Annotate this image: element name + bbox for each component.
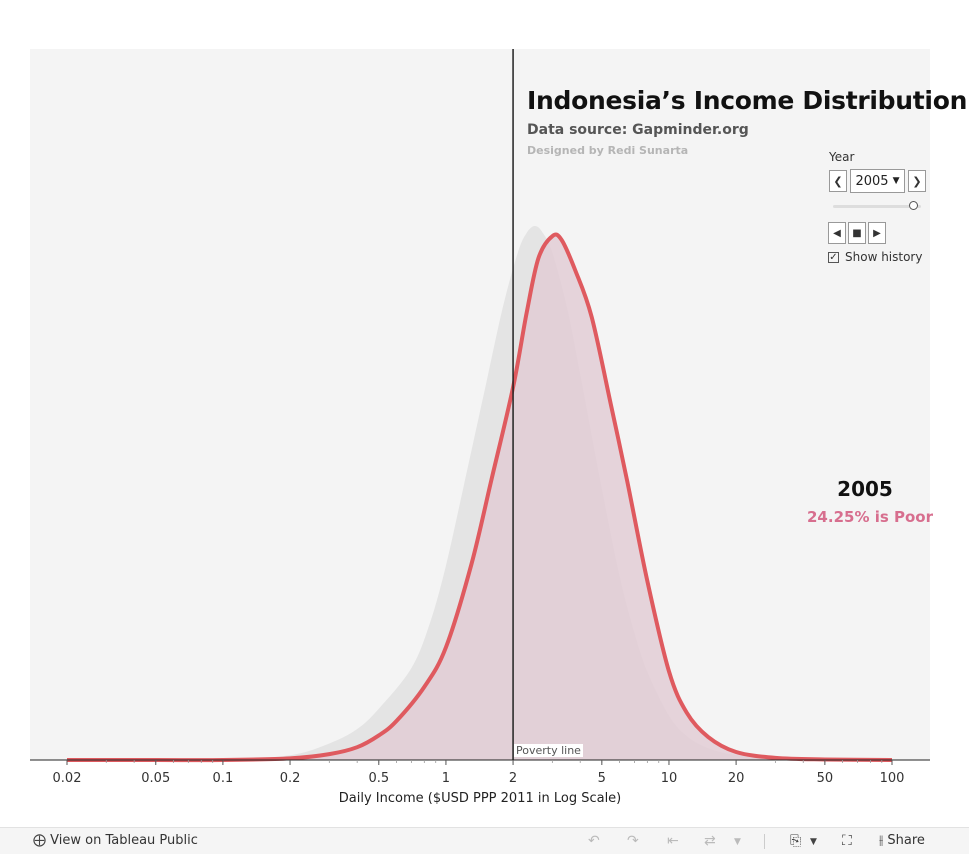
- share-label: Share: [887, 833, 925, 848]
- current-distribution-line: [66, 232, 893, 763]
- tableau-logo-icon: ⨁: [33, 833, 46, 848]
- show-history-checkbox[interactable]: ✓: [828, 251, 839, 263]
- view-on-tableau-link[interactable]: ⨁ View on Tableau Public: [33, 833, 198, 848]
- refresh-dropdown-icon[interactable]: ▼: [734, 837, 741, 847]
- summary-year: 2005: [837, 477, 893, 501]
- year-slider-handle[interactable]: [909, 201, 919, 210]
- download-icon[interactable]: ⎘: [790, 833, 802, 849]
- series-layer: [66, 225, 893, 763]
- show-history-toggle[interactable]: ✓ Show history: [828, 250, 922, 264]
- fullscreen-icon[interactable]: ⛶: [842, 833, 852, 849]
- revert-icon[interactable]: ⇤: [667, 833, 679, 849]
- history-distribution-area: [67, 225, 892, 761]
- year-select-value: 2005: [855, 173, 889, 189]
- x-tick-label: 50: [817, 771, 834, 786]
- x-tick-label: 0.1: [213, 771, 234, 786]
- x-tick-label: 0.2: [280, 771, 301, 786]
- stop-button[interactable]: ■: [848, 222, 866, 244]
- show-history-label: Show history: [845, 250, 923, 264]
- x-tick-label: 0.5: [368, 771, 389, 786]
- chevron-right-icon: ❯: [912, 174, 922, 188]
- play-backward-icon: ◀: [833, 227, 841, 239]
- data-source: Data source: Gapminder.org: [527, 122, 749, 138]
- poverty-line-label: Poverty line: [514, 744, 583, 757]
- x-tick-label: 1: [442, 771, 450, 786]
- x-axis-title: Daily Income ($USD PPP 2011 in Log Scale…: [339, 791, 622, 806]
- stop-icon: ■: [852, 227, 862, 239]
- play-forward-icon: ▶: [873, 227, 881, 239]
- x-tick-label: 5: [598, 771, 606, 786]
- current-distribution-area: [67, 234, 892, 761]
- view-on-tableau-label: View on Tableau Public: [50, 833, 198, 848]
- next-year-button[interactable]: ❯: [908, 170, 926, 192]
- chart-title: Indonesia’s Income Distribution: [527, 86, 968, 115]
- x-tick-label: 0.02: [53, 771, 82, 786]
- previous-year-button[interactable]: ❮: [829, 170, 847, 192]
- caret-down-icon: ▼: [892, 176, 900, 186]
- play-forward-button[interactable]: ▶: [868, 222, 886, 244]
- x-tick-label: 0.05: [141, 771, 170, 786]
- designer-credit: Designed by Redi Sunarta: [527, 144, 689, 157]
- download-dropdown-icon[interactable]: ▼: [810, 837, 817, 847]
- year-select[interactable]: 2005 ▼: [850, 169, 905, 193]
- year-filter-label: Year: [829, 150, 855, 164]
- play-backward-button[interactable]: ◀: [828, 222, 846, 244]
- x-tick-label: 100: [880, 771, 905, 786]
- poor-percentage: 24.25% is Poor: [807, 508, 933, 526]
- share-icon: ⫲: [879, 833, 884, 848]
- tableau-toolbar: ⨁ View on Tableau Public ↶ ↷ ⇤ ⇄ ▼ ⎘ ▼ ⛶…: [0, 827, 969, 854]
- year-slider[interactable]: [833, 201, 921, 210]
- undo-icon[interactable]: ↶: [588, 833, 600, 849]
- chevron-left-icon: ❮: [833, 174, 843, 188]
- toolbar-divider: [764, 834, 765, 849]
- share-button[interactable]: ⫲ Share: [879, 833, 925, 848]
- x-axis-ticks: 0.02 0.05 0.1 0.2 0.5 1 2 5 10 20 50 100: [53, 760, 905, 786]
- x-tick-label: 2: [509, 771, 517, 786]
- refresh-icon[interactable]: ⇄: [704, 833, 716, 849]
- x-tick-label: 20: [728, 771, 745, 786]
- redo-icon[interactable]: ↷: [627, 833, 639, 849]
- x-tick-label: 10: [661, 771, 678, 786]
